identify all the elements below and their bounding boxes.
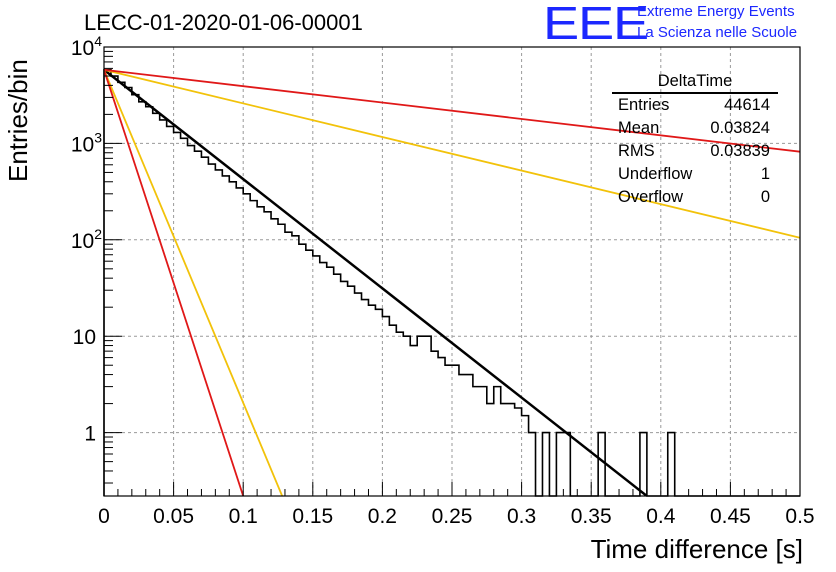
stats-label: RMS: [618, 142, 655, 160]
stats-value: 0.03824: [710, 119, 770, 137]
stats-box: DeltaTime Entries 44614 Mean 0.03824 RMS…: [612, 70, 778, 209]
stats-label: Entries: [618, 96, 670, 114]
x-tick-label: 0.05: [153, 505, 194, 528]
eee-logo-line2: La Scienza nelle Scuole: [637, 24, 798, 41]
x-tick-label: 0.3: [507, 505, 536, 528]
x-tick-label: 0.5: [785, 505, 814, 528]
fit-line-4: [104, 69, 284, 496]
stats-label: Underflow: [618, 165, 693, 183]
stats-label: Overflow: [618, 188, 684, 206]
fit-line-1: [104, 68, 648, 496]
chart-title: LECC-01-2020-01-06-00001: [84, 10, 363, 35]
x-tick-label: 0.45: [710, 505, 751, 528]
eee-logo-line1: Extreme Energy Events: [637, 3, 795, 20]
y-tick-label: 104: [71, 33, 102, 60]
x-tick-label: 0.15: [292, 505, 333, 528]
x-axis-label: Time difference [s]: [590, 534, 803, 564]
fit-line-3: [104, 68, 800, 153]
stats-title: DeltaTime: [612, 70, 778, 94]
y-tick-labels: 1 10 102 103 104: [71, 33, 102, 446]
x-tick-label: 0.25: [432, 505, 473, 528]
x-tick-label: 0.1: [229, 505, 258, 528]
stats-value: 1: [760, 165, 770, 183]
x-tick-label: 0.2: [368, 505, 397, 528]
stats-row-underflow: Underflow 1: [612, 163, 778, 186]
x-tick-labels: 0 0.05 0.1 0.15 0.2 0.25 0.3 0.35 0.4 0.45 0.5: [98, 505, 814, 528]
fit-lines: [104, 68, 800, 496]
stats-label: Mean: [618, 119, 660, 137]
stats-row-mean: Mean 0.03824: [612, 117, 778, 140]
y-tick-label: 102: [71, 226, 102, 253]
stats-row-rms: RMS 0.03839: [612, 140, 778, 163]
stats-value: 44614: [724, 96, 770, 114]
stats-value: 0.03839: [710, 142, 770, 160]
y-axis-label: Entries/bin: [3, 59, 33, 182]
stats-row-overflow: Overflow 0: [612, 186, 778, 209]
y-tick-label: 103: [71, 129, 102, 156]
fit-line-2: [104, 68, 800, 239]
x-tick-label: 0.35: [571, 505, 612, 528]
y-tick-label: 10: [73, 326, 96, 349]
x-tick-label: 0.4: [646, 505, 676, 528]
axis-ticks: [103, 46, 801, 496]
x-tick-label: 0: [98, 505, 110, 528]
eee-logo-mark: EEE: [543, 0, 649, 49]
y-tick-label: 1: [84, 423, 96, 446]
eee-logo: EEE Extreme Energy Events La Scienza nel…: [543, 0, 831, 49]
stats-value: 0: [760, 188, 770, 206]
stats-row-entries: Entries 44614: [612, 94, 778, 117]
fit-line-5: [104, 69, 245, 496]
grid: [104, 47, 800, 496]
